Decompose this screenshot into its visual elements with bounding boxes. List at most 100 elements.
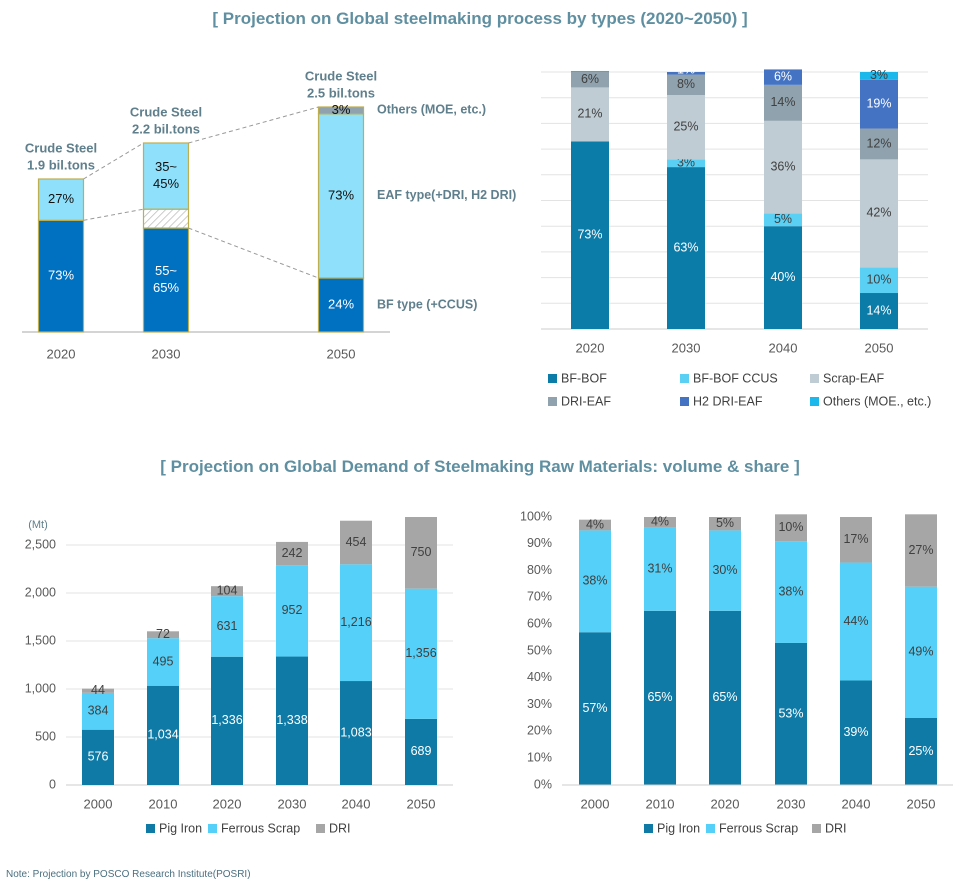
crude-steel-label: Crude Steel: [25, 140, 97, 155]
connector-line: [188, 106, 319, 144]
data-label: 14%: [866, 303, 891, 317]
data-label: 12%: [866, 136, 891, 150]
series-label-eaf: EAF type(+DRI, H2 DRI): [377, 188, 516, 202]
bar-segment-scrap_eaf-2030: [667, 95, 705, 160]
data-label: 19%: [866, 96, 891, 110]
data-label: 1,034: [147, 728, 178, 742]
data-label: 42%: [866, 206, 891, 220]
x-tick-label: 2020: [47, 346, 76, 361]
bar-segment-ferrous_scrap-2030: [276, 565, 308, 657]
bar-segment-scrap_eaf-2020: [571, 87, 609, 142]
bar-segment-pig_iron-2040: [840, 680, 872, 785]
data-label: 27%: [908, 543, 933, 557]
legend-label-h2_dri_eaf: H2 DRI-EAF: [693, 394, 763, 408]
bar-segment-dri-2030: [775, 514, 807, 542]
legend-swatch-pig_iron: [644, 824, 653, 833]
bar-segment-ferrous_scrap-2020: [211, 596, 243, 657]
bar-segment-eaf-2020: [37, 178, 85, 221]
bar-segment-bf_bof_ccus-2040: [764, 213, 802, 227]
legend-swatch-pig_iron: [146, 824, 155, 833]
bar-segment-dri-2020: [211, 586, 243, 597]
y-tick-label: 100%: [520, 509, 552, 523]
data-label: 1,216: [340, 615, 371, 629]
y-tick-label: 500: [35, 729, 56, 743]
legend-label-ferrous_scrap: Ferrous Scrap: [221, 821, 300, 835]
legend-swatch-dri_eaf: [548, 397, 557, 406]
data-label: 63%: [673, 240, 698, 254]
bar-segment-bf_bof_ccus-2050: [860, 267, 898, 294]
bar-segment-dri-2000: [82, 688, 114, 693]
data-label: 5%: [774, 212, 792, 226]
bar-segment-dri-2040: [840, 517, 872, 563]
y-tick-label: 2,000: [25, 585, 56, 599]
bar-segment-pig_iron-2020: [709, 610, 741, 785]
y-tick-label: 10%: [527, 750, 552, 764]
bottom-section-title: [ Projection on Global Demand of Steelma…: [160, 457, 800, 476]
y-tick-label: 90%: [527, 536, 552, 550]
data-label: 384: [88, 704, 109, 718]
legend-swatch-h2_dri_eaf: [680, 397, 689, 406]
series-label-others: Others (MOE, etc.): [377, 103, 486, 117]
legend-swatch-bf_bof: [548, 374, 557, 383]
bar-segment-pig_iron-2010: [644, 610, 676, 785]
bar-segment-ferrous_scrap-2000: [579, 530, 611, 633]
legend-label-scrap_eaf: Scrap-EAF: [823, 371, 884, 385]
segment-label: 73%: [48, 268, 74, 283]
data-label: 1,356: [405, 646, 436, 660]
y-tick-label: 30%: [527, 697, 552, 711]
data-label: 36%: [770, 159, 795, 173]
bar-segment-ferrous_scrap-2020: [709, 530, 741, 611]
data-label: 1,336: [211, 713, 242, 727]
data-label: 49%: [908, 645, 933, 659]
y-tick-label: 70%: [527, 590, 552, 604]
data-label: 4%: [586, 517, 604, 531]
segment-label: 3%: [332, 102, 351, 117]
bar-segment-ferrous_scrap-2000: [82, 692, 114, 730]
bar-segment-others-2050: [317, 106, 365, 115]
data-label: 72: [156, 627, 170, 641]
y-tick-label: 80%: [527, 563, 552, 577]
data-label: 454: [346, 535, 367, 549]
x-tick-label: 2040: [769, 340, 798, 355]
legend-label-bf_bof: BF-BOF: [561, 371, 607, 385]
segment-label: 24%: [328, 296, 354, 311]
legend-swatch-ferrous_scrap: [706, 824, 715, 833]
crude-steel-amount: 2.2 bil.tons: [132, 121, 200, 136]
bar-segment-dri-2020: [709, 517, 741, 531]
bar-segment-pig_iron-2020: [211, 656, 243, 785]
data-label: 3%: [870, 68, 888, 82]
bar-segment-eaf-2030: [142, 142, 190, 210]
data-label: 65%: [712, 690, 737, 704]
y-tick-label: 2,500: [25, 537, 56, 551]
data-label: 5%: [716, 516, 734, 530]
data-label: 57%: [582, 701, 607, 715]
bar-segment-bf-2020: [37, 219, 85, 333]
x-tick-label: 2010: [149, 796, 178, 811]
bar-segment-pig_iron-2000: [579, 632, 611, 785]
x-tick-label: 2000: [581, 796, 610, 811]
bar-segment-ferrous_scrap-2010: [147, 638, 179, 686]
segment-label: 27%: [48, 191, 74, 206]
y-axis-unit-label: (Mt): [28, 519, 48, 531]
bar-segment-ferrous_scrap-2040: [340, 564, 372, 682]
crude-steel-label: Crude Steel: [305, 68, 377, 83]
bar-segment-dri-2010: [644, 517, 676, 528]
data-label: 40%: [770, 270, 795, 284]
bar-segment-bf-2030: [142, 227, 190, 333]
bar-segment-bf_bof-2050: [860, 293, 898, 329]
bar-segment-h2_dri_eaf-2050: [860, 79, 898, 129]
x-tick-label: 2050: [327, 346, 356, 361]
x-tick-label: 2020: [213, 796, 242, 811]
data-label: 4%: [651, 515, 669, 529]
data-label: 21%: [577, 107, 602, 121]
bar-segment-dri-2030: [276, 541, 308, 566]
data-label: 31%: [647, 562, 672, 576]
x-tick-label: 2030: [777, 796, 806, 811]
crude-steel-label: Crude Steel: [130, 104, 202, 119]
top-section-title: [ Projection on Global steelmaking proce…: [212, 9, 748, 28]
data-label: 14%: [770, 95, 795, 109]
y-tick-label: 40%: [527, 670, 552, 684]
data-label: 73%: [577, 227, 602, 241]
data-label: 104: [217, 583, 238, 597]
